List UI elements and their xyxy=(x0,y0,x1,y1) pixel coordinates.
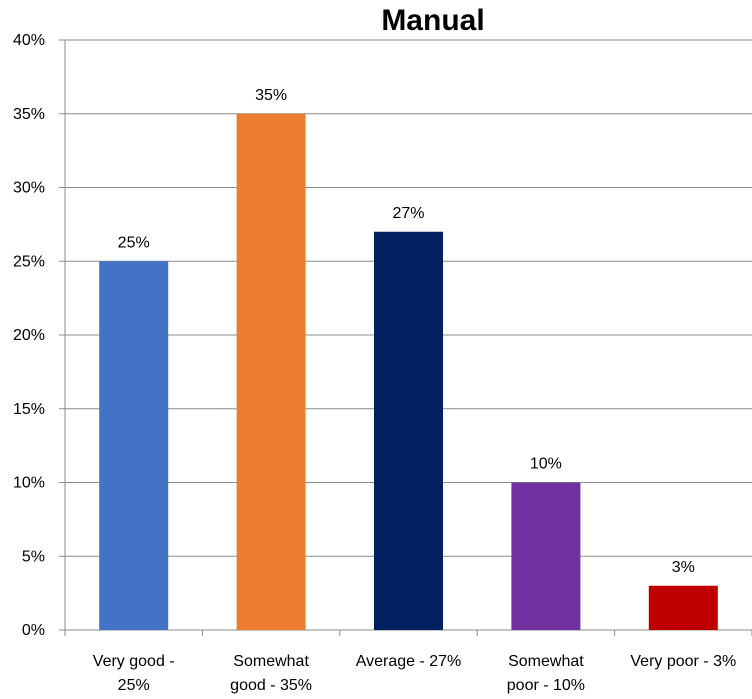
category-label: Somewhat xyxy=(508,653,584,670)
bar xyxy=(99,261,169,630)
category-label: 25% xyxy=(118,677,150,694)
y-tick-label: 0% xyxy=(22,622,45,639)
bar xyxy=(236,113,306,630)
category-label: poor - 10% xyxy=(507,677,585,694)
y-tick-label: 5% xyxy=(22,548,45,565)
y-tick-label: 35% xyxy=(13,106,45,123)
bar xyxy=(511,482,581,630)
data-label: 3% xyxy=(672,559,695,576)
category-label: Very good - xyxy=(93,653,175,670)
y-tick-label: 40% xyxy=(13,32,45,49)
y-tick-label: 15% xyxy=(13,401,45,418)
category-label: Average - 27% xyxy=(356,653,462,670)
data-label: 25% xyxy=(118,234,150,251)
bar xyxy=(648,585,718,630)
category-label: Very poor - 3% xyxy=(630,653,736,670)
y-tick-label: 20% xyxy=(13,327,45,344)
bars xyxy=(99,113,718,630)
y-tick-label: 10% xyxy=(13,475,45,492)
category-label: good - 35% xyxy=(230,677,312,694)
y-tick-label: 30% xyxy=(13,180,45,197)
chart-title: Manual xyxy=(381,4,484,37)
data-label: 10% xyxy=(530,456,562,473)
data-label: 27% xyxy=(392,205,424,222)
bar xyxy=(374,231,443,630)
labels: 0% 5% 10% 15% 20% 25% 30% 35% 40% 25% Very good - 2… xyxy=(13,32,736,694)
data-label: 35% xyxy=(255,87,287,104)
category-label: Somewhat xyxy=(233,653,309,670)
y-tick-label: 25% xyxy=(13,253,45,270)
